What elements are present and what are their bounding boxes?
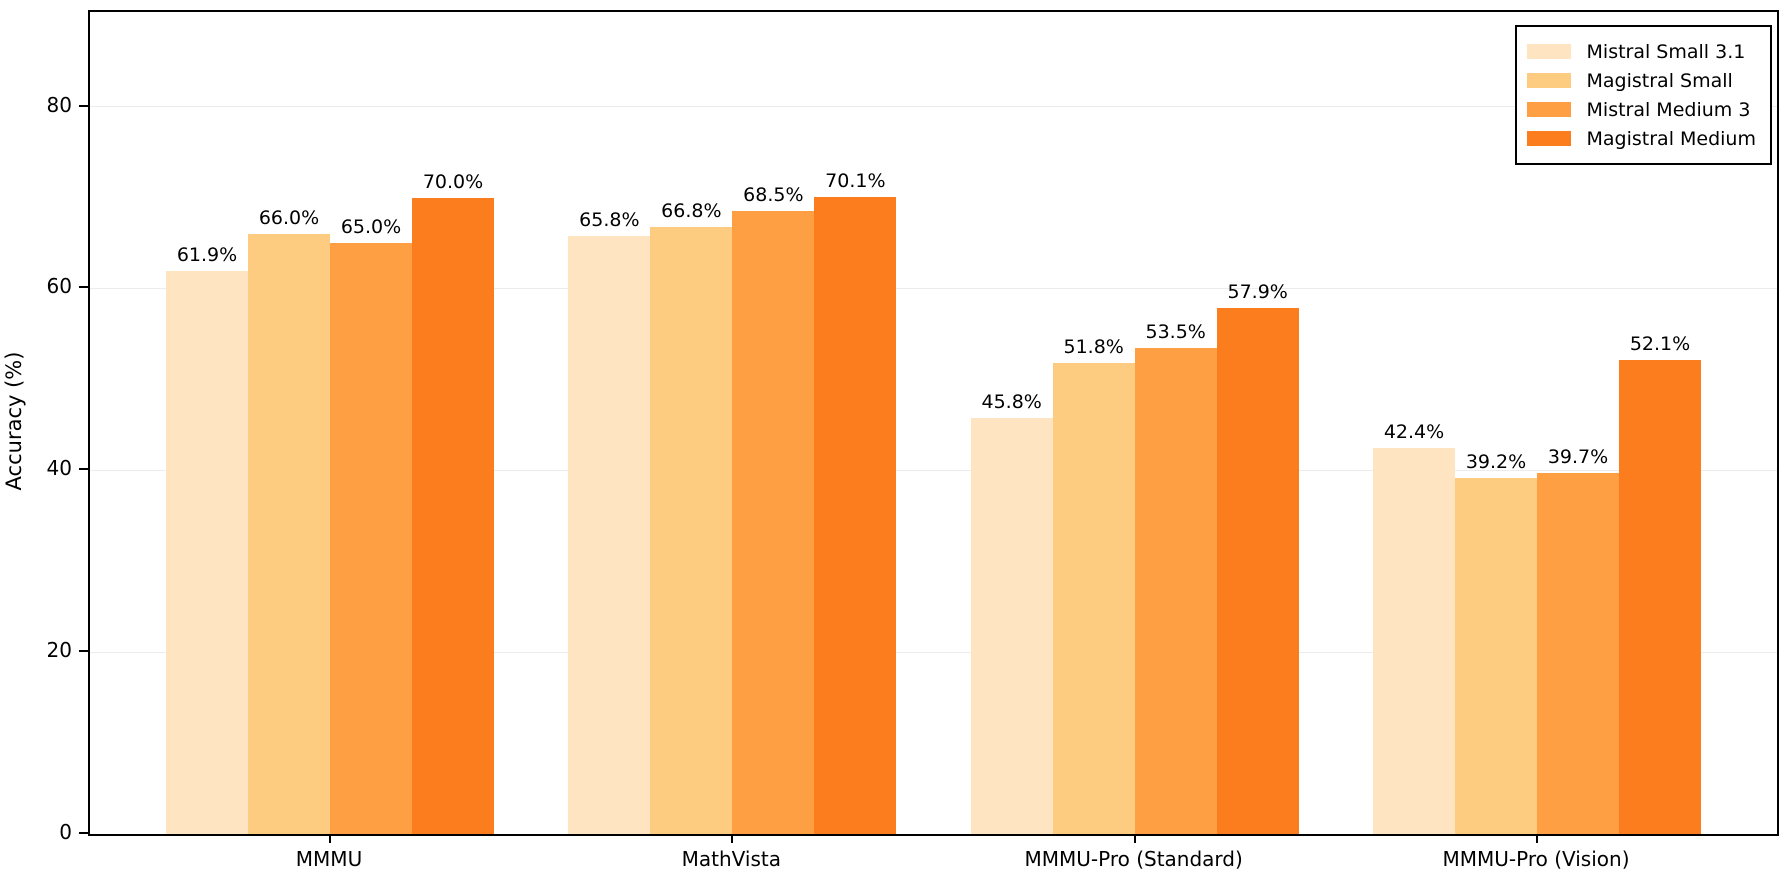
legend-row: Mistral Medium 3 [1526, 95, 1756, 124]
y-tick-mark [79, 650, 88, 653]
bar-value-label: 57.9% [1227, 280, 1288, 303]
legend-row: Mistral Small 3.1 [1526, 37, 1756, 66]
plot-area: 61.9% 66.0% 65.0% 70.0% 65.8% 66.8% 68.5% 70.1%… [88, 10, 1779, 836]
bar [248, 233, 330, 834]
bar [1373, 448, 1455, 834]
x-tick-label: MathVista [681, 847, 782, 871]
x-tick-label: MMMU [295, 847, 363, 871]
bar-value-label: 61.9% [176, 244, 238, 267]
legend-label: Mistral Medium 3 [1586, 98, 1751, 121]
bar-value-label: 52.1% [1629, 333, 1691, 356]
bar [568, 235, 651, 834]
bar [650, 226, 733, 834]
gridline [90, 106, 1777, 108]
legend-swatch [1526, 102, 1571, 117]
bar-value-label: 68.5% [743, 184, 804, 207]
y-tick-mark [79, 468, 88, 471]
x-tick-mark [731, 834, 734, 843]
bar-value-label: 39.2% [1465, 450, 1527, 473]
bar-value-label: 65.0% [340, 215, 402, 238]
y-tick-mark [79, 104, 88, 107]
bar-value-label: 39.7% [1547, 446, 1609, 469]
legend-swatch [1526, 44, 1571, 59]
bar-value-label: 70.1% [825, 169, 886, 192]
legend-swatch [1526, 131, 1571, 146]
bar-value-label: 66.0% [258, 206, 320, 229]
x-tick-mark [1133, 834, 1136, 843]
y-tick-mark [79, 286, 88, 289]
y-axis-title: Accuracy (%) [2, 351, 26, 491]
legend-row: Magistral Small [1526, 66, 1756, 95]
x-tick-mark [1536, 834, 1538, 843]
bar [1216, 307, 1299, 834]
bar [1455, 477, 1537, 834]
bar-value-label: 42.4% [1383, 421, 1445, 444]
legend: Mistral Small 3.1 Magistral Small Mistral … [1514, 25, 1772, 165]
bar [1052, 363, 1135, 834]
legend-swatch [1526, 73, 1571, 88]
bar [732, 211, 815, 834]
bar-value-label: 65.8% [579, 208, 640, 231]
bar [970, 417, 1053, 834]
bar-value-label: 70.0% [422, 170, 484, 193]
bar-value-label: 51.8% [1063, 336, 1124, 358]
bar-value-label: 53.5% [1145, 320, 1206, 343]
gridline [90, 287, 1777, 289]
bar [166, 271, 248, 834]
bar [814, 196, 897, 834]
bar [1134, 347, 1217, 834]
bar [412, 197, 494, 834]
x-tick-label: MMMU-Pro (Standard) [1024, 847, 1243, 871]
legend-label: Mistral Small 3.1 [1586, 40, 1746, 63]
legend-row: Magistral Medium [1526, 124, 1756, 153]
x-tick-mark [329, 834, 331, 843]
bar [1537, 473, 1619, 834]
bar-value-label: 66.8% [661, 199, 722, 222]
bar-value-label: 45.8% [981, 390, 1042, 413]
bar [1619, 360, 1701, 834]
y-tick-label: 0 [59, 820, 72, 844]
legend-label: Magistral Small [1586, 69, 1733, 92]
y-tick-label: 80 [46, 92, 72, 117]
y-tick-label: 20 [46, 638, 72, 663]
legend-label: Magistral Medium [1586, 127, 1756, 150]
y-tick-mark [79, 832, 88, 834]
gridline [90, 651, 1777, 653]
gridline [90, 469, 1777, 471]
y-tick-label: 40 [46, 456, 72, 481]
y-tick-label: 60 [46, 274, 72, 299]
bar [330, 242, 412, 834]
x-tick-label: MMMU-Pro (Vision) [1442, 847, 1630, 871]
